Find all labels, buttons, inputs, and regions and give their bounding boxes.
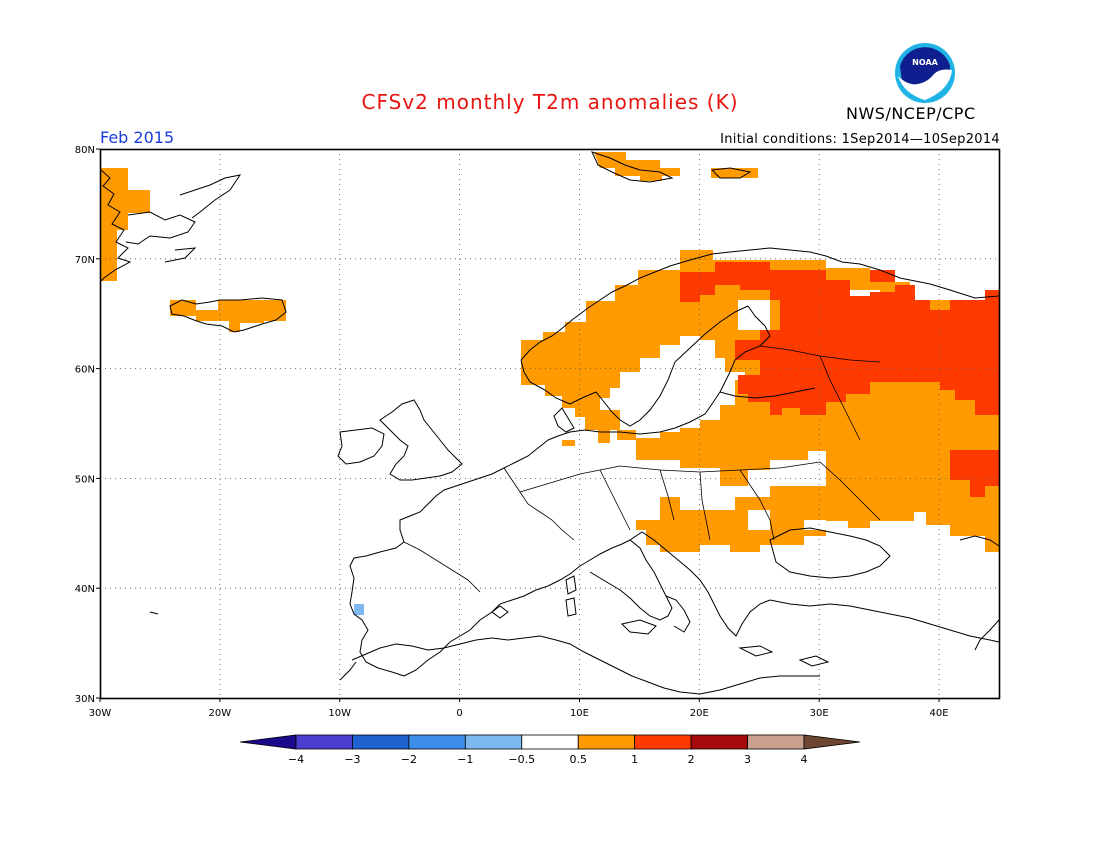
colorbar-swatch [408, 734, 466, 750]
lat-tick-label: 60N [75, 365, 95, 376]
lon-tick-label: 20E [690, 708, 709, 719]
colorbar-label: 0.5 [569, 753, 587, 766]
lat-tick-label: 40N [75, 584, 95, 595]
colorbar-swatch [352, 734, 410, 750]
colorbar-label: 2 [688, 753, 695, 766]
noaa-logo: NOAA [895, 43, 955, 103]
colorbar-swatch [577, 734, 636, 750]
colorbar-swatch [634, 734, 692, 750]
lon-tick-label: 10E [570, 708, 589, 719]
lon-tick-label: 30W [89, 708, 112, 719]
colorbar-label: −4 [288, 753, 304, 766]
lat-tick-label: 50N [75, 474, 95, 485]
iceland-anomaly [170, 300, 286, 332]
colorbar-label: 4 [801, 753, 808, 766]
colorbar-label: −1 [457, 753, 473, 766]
svalbard-anomaly [594, 152, 758, 181]
chart-title: CFSv2 monthly T2m anomalies (K) [361, 90, 739, 114]
lon-tick-label: 40E [930, 708, 949, 719]
portugal-cool-patch [354, 604, 364, 615]
coastlines [100, 151, 1000, 695]
colorbar-swatch [295, 734, 353, 750]
map-frame [99, 148, 1001, 700]
agency-label: NWS/NCEP/CPC [846, 104, 976, 123]
colorbar-swatch [747, 734, 805, 750]
initial-conditions: Initial conditions: 1Sep2014—10Sep2014 [720, 132, 1000, 147]
colorbar-label: 3 [744, 753, 751, 766]
lat-tick-label: 70N [75, 255, 95, 266]
latitude-labels: 30N 40N 50N 60N 70N 80N [75, 145, 100, 705]
colorbar-label: 1 [631, 753, 638, 766]
colorbar-max-arrow [803, 734, 861, 750]
lon-tick-label: 30E [810, 708, 829, 719]
anomaly-shading [101, 152, 999, 615]
valid-month: Feb 2015 [100, 128, 175, 147]
colorbar-min-arrow [239, 734, 297, 750]
logo-text: NOAA [912, 58, 938, 67]
lon-tick-label: 20W [209, 708, 232, 719]
longitude-labels: 30W 20W 10W 0 10E 20E 30E 40E [89, 698, 949, 719]
colorbar-swatch [690, 734, 748, 750]
colorbar-label: −2 [401, 753, 417, 766]
lat-tick-label: 80N [75, 145, 95, 156]
lon-tick-label: 10W [328, 708, 351, 719]
lat-tick-label: 30N [75, 694, 95, 705]
europe-warm-2 [680, 262, 999, 497]
europe-neutral-holes [600, 290, 902, 530]
colorbar-swatch [521, 734, 579, 750]
lon-tick-label: 0 [456, 708, 462, 719]
colorbar-label: −0.5 [508, 753, 535, 766]
colorbar-swatch [464, 734, 523, 750]
colorbar-label: −3 [344, 753, 360, 766]
colorbar: −4 −3 −2 −1 −0.5 0.5 1 2 3 4 [239, 734, 861, 766]
